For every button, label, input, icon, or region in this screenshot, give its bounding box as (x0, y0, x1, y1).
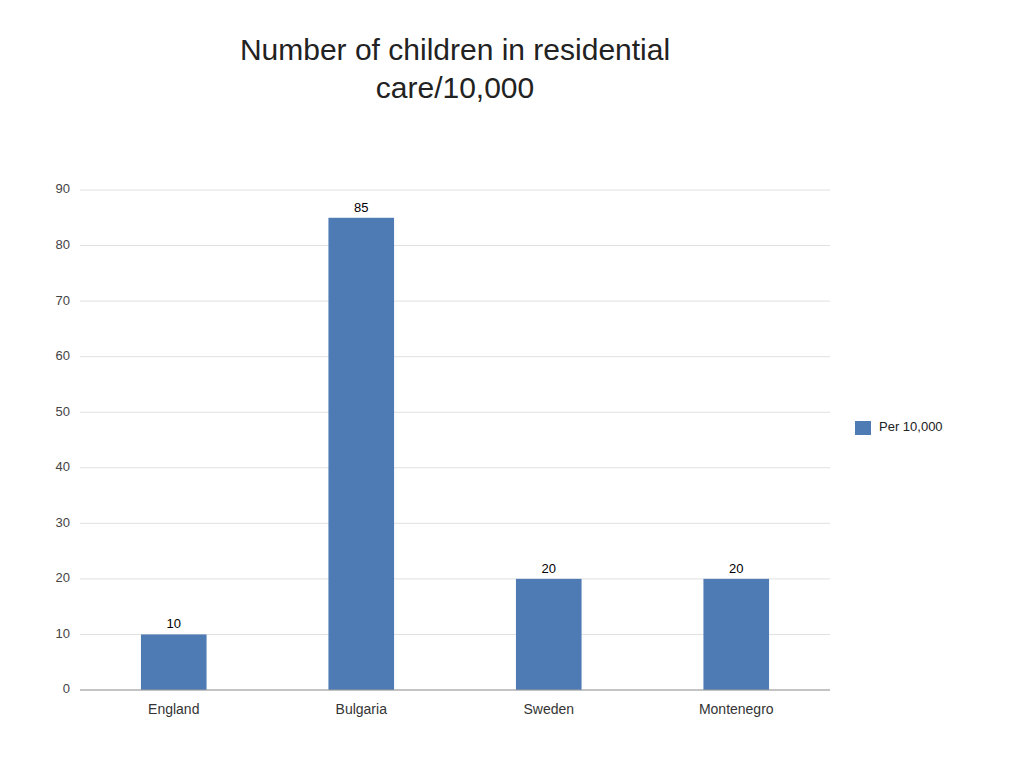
x-tick-label: Bulgaria (336, 701, 388, 717)
page: {"chart_data": {"type": "bar", "title": … (0, 0, 1024, 768)
grid-line (80, 301, 830, 302)
grid-line (80, 356, 830, 357)
y-tick-label: 80 (56, 237, 70, 252)
title-line: care/10,000 (376, 71, 534, 104)
grid-line (80, 245, 830, 246)
y-tick-label: 20 (56, 570, 70, 585)
grid-line (80, 467, 830, 468)
bar (328, 218, 394, 690)
legend: Per 10,000 (855, 419, 943, 435)
x-tick-label: England (148, 701, 199, 717)
x-tick-label: Montenegro (699, 701, 774, 717)
grid-line (80, 523, 830, 524)
grid-line (80, 190, 830, 191)
grid-line (80, 690, 830, 691)
chart-container: Number of children in residential care/10… (0, 0, 1024, 768)
data-label: 85 (354, 200, 368, 215)
title: Number of children in residential care/10… (240, 33, 670, 104)
y-tick-label: 90 (56, 181, 70, 196)
grid-line (80, 412, 830, 413)
y-tick-label: 40 (56, 459, 70, 474)
x-axis-line (80, 690, 830, 691)
data-label: 20 (542, 561, 556, 576)
legend-label: Per 10,000 (879, 419, 943, 434)
bar (516, 579, 582, 690)
bar (141, 634, 207, 690)
y-tick-label: 50 (56, 404, 70, 419)
legend-swatch (855, 421, 871, 435)
x-tick-label: Sweden (523, 701, 574, 717)
y-tick-label: 10 (56, 626, 70, 641)
y-tick-label: 70 (56, 293, 70, 308)
title-line: Number of children in residential (240, 33, 670, 66)
chart-svg: Number of children in residential care/10… (0, 0, 1024, 768)
y-tick-label: 0 (63, 681, 70, 696)
data-label: 20 (729, 561, 743, 576)
data-label: 10 (167, 616, 181, 631)
bar (703, 579, 769, 690)
y-tick-label: 60 (56, 348, 70, 363)
bars (141, 218, 769, 690)
y-tick-label: 30 (56, 515, 70, 530)
grid (80, 190, 830, 690)
